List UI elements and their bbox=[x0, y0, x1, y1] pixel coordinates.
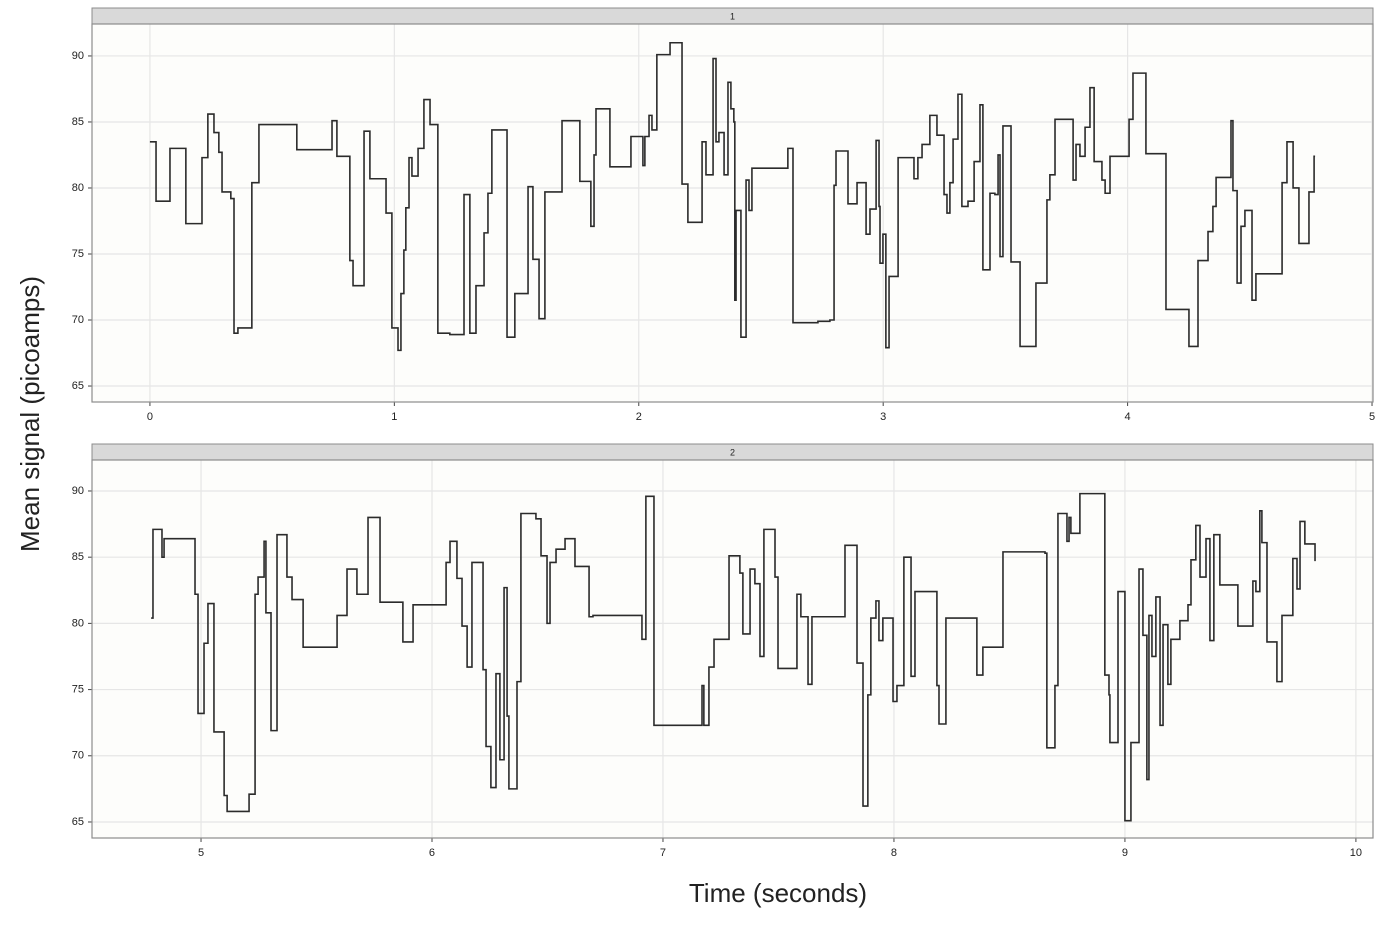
plot-area bbox=[92, 460, 1373, 838]
x-tick-label: 9 bbox=[1122, 847, 1128, 859]
x-tick-label: 8 bbox=[891, 847, 897, 859]
panel-title: 1 bbox=[730, 11, 735, 21]
y-tick-label: 70 bbox=[72, 750, 84, 762]
x-tick-label: 1 bbox=[391, 411, 397, 423]
x-tick-label: 10 bbox=[1350, 847, 1362, 859]
y-tick-label: 90 bbox=[72, 50, 84, 62]
y-tick-label: 85 bbox=[72, 551, 84, 563]
x-tick-label: 5 bbox=[198, 847, 204, 859]
y-tick-label: 75 bbox=[72, 683, 84, 695]
x-axis-title: Time (seconds) bbox=[689, 878, 867, 908]
panel-title: 2 bbox=[730, 447, 735, 457]
x-tick-label: 5 bbox=[1369, 411, 1375, 423]
step-line bbox=[149, 41, 1316, 352]
y-tick-label: 80 bbox=[72, 617, 84, 629]
y-tick-label: 70 bbox=[72, 314, 84, 326]
step-line bbox=[151, 492, 1316, 822]
x-tick-label: 4 bbox=[1125, 411, 1131, 423]
plot-area bbox=[92, 24, 1373, 402]
y-tick-label: 75 bbox=[72, 248, 84, 260]
y-tick-label: 90 bbox=[72, 485, 84, 497]
y-tick-label: 85 bbox=[72, 116, 84, 128]
x-tick-label: 3 bbox=[880, 411, 886, 423]
panel-border bbox=[91, 459, 1374, 839]
panel-border bbox=[91, 23, 1374, 403]
x-tick-label: 7 bbox=[660, 847, 666, 859]
y-tick-label: 80 bbox=[72, 182, 84, 194]
x-tick-label: 6 bbox=[429, 847, 435, 859]
x-tick-label: 0 bbox=[147, 411, 153, 423]
y-axis-title: Mean signal (picoamps) bbox=[15, 276, 45, 552]
x-tick-label: 2 bbox=[636, 411, 642, 423]
y-tick-label: 65 bbox=[72, 380, 84, 392]
y-tick-label: 65 bbox=[72, 816, 84, 828]
